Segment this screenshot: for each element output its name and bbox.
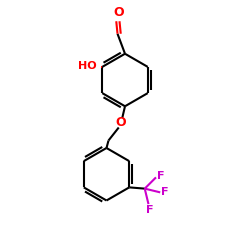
Text: F: F <box>146 204 154 214</box>
Text: F: F <box>162 188 169 198</box>
Text: O: O <box>113 6 124 19</box>
Text: O: O <box>115 116 126 129</box>
Text: F: F <box>157 171 164 181</box>
Text: HO: HO <box>78 61 97 72</box>
